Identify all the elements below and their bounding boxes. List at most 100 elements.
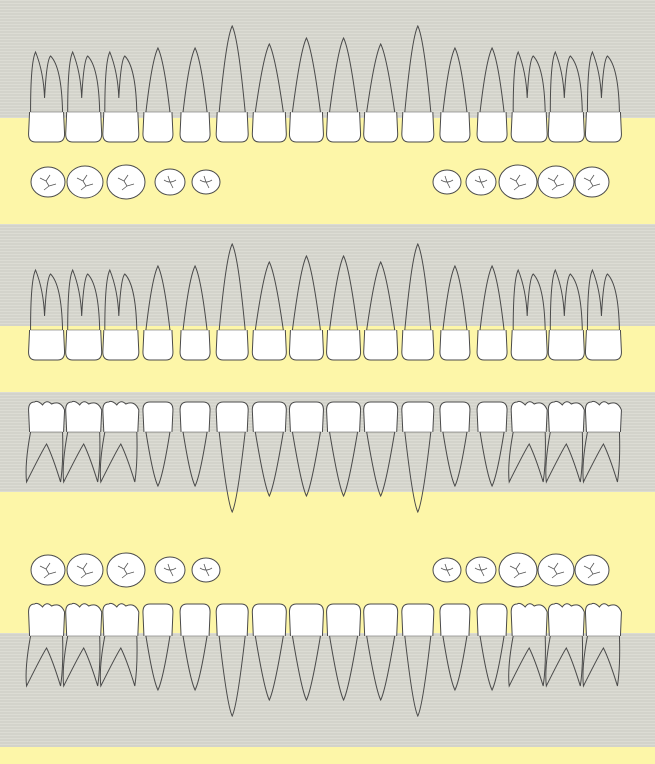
root xyxy=(291,36,321,113)
tooth-molar xyxy=(584,268,622,361)
fissure-pattern xyxy=(547,562,565,579)
root xyxy=(329,635,359,702)
tooth-premolar xyxy=(179,264,211,361)
root xyxy=(30,50,64,113)
crown xyxy=(215,111,249,143)
crown xyxy=(439,329,471,361)
fissure-pattern xyxy=(39,562,57,579)
crown xyxy=(142,111,174,143)
occlusal-tooth-molar xyxy=(574,554,610,586)
occlusal-tooth-premolar xyxy=(191,557,221,583)
fissure-pattern xyxy=(76,562,94,579)
root xyxy=(182,46,208,113)
tooth-molar xyxy=(99,602,140,688)
tooth-incisor xyxy=(326,254,362,361)
crown xyxy=(363,603,399,637)
occlusal-outline xyxy=(498,552,538,588)
root xyxy=(218,24,246,113)
tooth-premolar xyxy=(179,401,211,488)
tooth-incisor xyxy=(288,254,324,361)
root xyxy=(479,264,505,331)
root xyxy=(182,635,208,692)
occlusal-outline xyxy=(106,552,146,588)
occlusal-tooth-premolar xyxy=(465,556,497,584)
tooth-canine xyxy=(215,401,249,514)
crown xyxy=(251,111,287,143)
root xyxy=(582,431,621,484)
tooth-incisor xyxy=(363,42,399,143)
crown xyxy=(510,602,548,637)
tooth-premolar xyxy=(142,46,174,143)
root xyxy=(404,242,432,331)
root xyxy=(549,268,583,331)
root xyxy=(442,264,468,331)
fissure-pattern xyxy=(474,175,488,189)
fissure-pattern xyxy=(199,563,213,577)
tooth-molar xyxy=(62,400,103,484)
crown xyxy=(326,111,362,143)
root xyxy=(99,431,138,484)
gray-band xyxy=(0,633,655,747)
crown xyxy=(142,329,174,361)
fissure-pattern xyxy=(474,563,488,577)
root xyxy=(182,431,208,488)
root xyxy=(67,50,101,113)
crown xyxy=(28,329,66,361)
tooth-canine xyxy=(401,603,435,718)
root xyxy=(479,431,505,488)
fissure-pattern xyxy=(76,174,94,191)
crown xyxy=(401,603,435,637)
crown xyxy=(142,401,174,433)
occlusal-tooth-molar xyxy=(66,165,104,199)
fissure-pattern xyxy=(163,563,177,577)
crown xyxy=(179,329,211,361)
occlusal-tooth-premolar xyxy=(154,556,186,584)
tooth-incisor xyxy=(363,603,399,702)
tooth-canine xyxy=(401,24,435,143)
crown xyxy=(288,329,324,361)
tooth-incisor xyxy=(251,603,287,702)
tooth-molar xyxy=(28,268,66,361)
root xyxy=(62,635,101,688)
root xyxy=(104,268,138,331)
root xyxy=(582,635,621,688)
fissure-pattern xyxy=(163,175,177,189)
tooth-premolar xyxy=(179,46,211,143)
root xyxy=(479,635,505,692)
crown xyxy=(326,603,362,637)
tooth-canine xyxy=(215,24,249,143)
occlusal-tooth-premolar xyxy=(432,169,462,195)
tooth-molar xyxy=(25,400,66,484)
crown xyxy=(215,401,249,433)
crown xyxy=(401,111,435,143)
tooth-canine xyxy=(401,242,435,361)
crown xyxy=(288,401,324,433)
root xyxy=(442,431,468,488)
fissure-pattern xyxy=(547,174,565,191)
crown xyxy=(326,329,362,361)
gray-band xyxy=(0,224,655,326)
tooth-molar xyxy=(582,602,622,688)
fissure-pattern xyxy=(440,175,454,189)
crown xyxy=(547,329,585,361)
gray-band-hatching xyxy=(0,225,655,326)
occlusal-tooth-molar xyxy=(498,552,538,588)
crown xyxy=(547,400,585,433)
tooth-molar xyxy=(65,50,103,143)
tooth-incisor xyxy=(363,401,399,498)
occlusal-tooth-premolar xyxy=(432,557,462,583)
crown xyxy=(476,603,508,637)
root xyxy=(67,268,101,331)
occlusal-tooth-molar xyxy=(498,164,538,200)
root xyxy=(329,254,359,331)
root xyxy=(218,635,246,718)
gray-band xyxy=(0,0,655,118)
crown xyxy=(65,329,103,361)
tooth-molar xyxy=(99,400,140,484)
crown xyxy=(28,400,66,433)
crown xyxy=(288,603,324,637)
tooth-incisor xyxy=(251,260,287,361)
root xyxy=(254,260,284,331)
tooth-premolar xyxy=(439,401,471,488)
root xyxy=(366,635,396,702)
